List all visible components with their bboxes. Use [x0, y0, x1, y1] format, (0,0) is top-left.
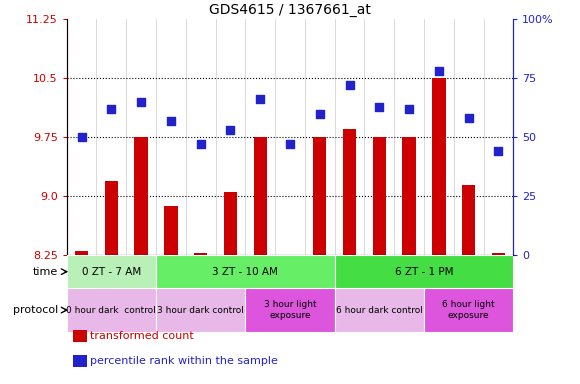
- Text: transformed count: transformed count: [90, 331, 194, 341]
- Bar: [224, 192, 237, 255]
- Bar: [313, 137, 327, 255]
- Point: [166, 118, 176, 124]
- Text: 6 hour dark control: 6 hour dark control: [336, 306, 423, 314]
- Bar: [156, 288, 245, 332]
- Bar: [67, 255, 156, 288]
- Bar: [424, 288, 513, 332]
- Text: percentile rank within the sample: percentile rank within the sample: [90, 356, 278, 366]
- Bar: [335, 288, 424, 332]
- Point: [375, 104, 384, 110]
- Point: [107, 106, 116, 112]
- Point: [136, 99, 146, 105]
- Bar: [67, 288, 156, 332]
- Point: [434, 68, 444, 74]
- Bar: [194, 253, 208, 255]
- Point: [256, 96, 265, 103]
- Text: protocol: protocol: [13, 305, 58, 315]
- Bar: [156, 255, 335, 288]
- Text: 3 ZT - 10 AM: 3 ZT - 10 AM: [212, 266, 278, 277]
- Title: GDS4615 / 1367661_at: GDS4615 / 1367661_at: [209, 3, 371, 17]
- Point: [315, 111, 324, 117]
- Text: 6 ZT - 1 PM: 6 ZT - 1 PM: [395, 266, 453, 277]
- Bar: [403, 137, 416, 255]
- Text: 0 hour dark  control: 0 hour dark control: [67, 306, 156, 314]
- Text: 3 hour light
exposure: 3 hour light exposure: [264, 300, 316, 320]
- Bar: [135, 137, 148, 255]
- Bar: [432, 78, 445, 255]
- Text: 0 ZT - 7 AM: 0 ZT - 7 AM: [82, 266, 141, 277]
- Point: [404, 106, 414, 112]
- Point: [77, 134, 86, 141]
- Bar: [104, 180, 118, 255]
- Bar: [245, 288, 335, 332]
- Text: 3 hour dark control: 3 hour dark control: [157, 306, 244, 314]
- Point: [494, 148, 503, 154]
- Bar: [75, 252, 88, 255]
- Point: [196, 141, 205, 147]
- Bar: [462, 185, 476, 255]
- Bar: [164, 206, 177, 255]
- Point: [464, 115, 473, 121]
- Bar: [492, 253, 505, 255]
- Bar: [253, 137, 267, 255]
- Bar: [335, 255, 513, 288]
- Text: 6 hour light
exposure: 6 hour light exposure: [443, 300, 495, 320]
- Point: [285, 141, 295, 147]
- Point: [345, 82, 354, 88]
- Text: time: time: [32, 266, 58, 277]
- Bar: [372, 137, 386, 255]
- Point: [226, 127, 235, 133]
- Bar: [343, 129, 356, 255]
